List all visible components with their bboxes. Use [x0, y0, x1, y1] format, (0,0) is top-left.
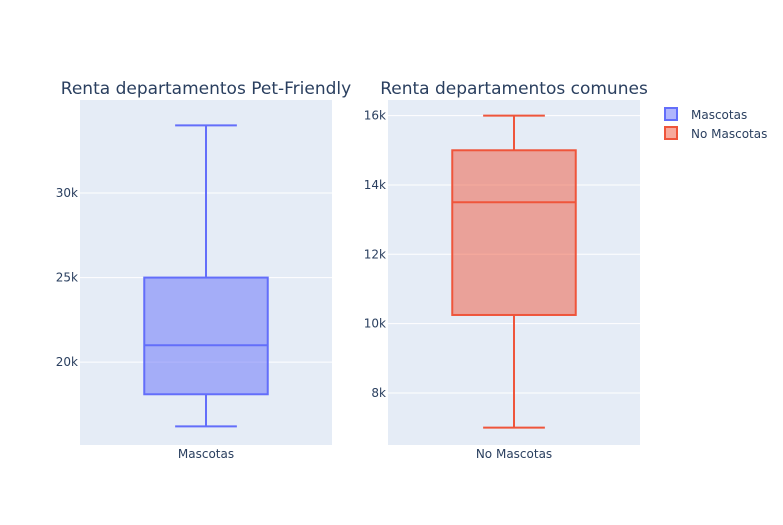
panel-pet-friendly: 20k 25k 30k Mascotas Renta departamentos P… — [56, 79, 351, 461]
y-tick-label: 12k — [364, 247, 386, 261]
y-tick-label: 10k — [364, 317, 386, 331]
x-tick-label-mascotas: Mascotas — [178, 447, 234, 461]
legend: Mascotas No Mascotas — [664, 107, 767, 141]
y-axis-2: 8k 10k 12k 14k 16k — [364, 109, 386, 400]
legend-swatch-no-mascotas — [664, 126, 678, 140]
y-axis-1: 20k 25k 30k — [56, 186, 78, 369]
y-tick-label: 8k — [371, 386, 386, 400]
legend-item-no-mascotas[interactable]: No Mascotas — [664, 126, 767, 141]
y-tick-label: 14k — [364, 178, 386, 192]
y-tick-label: 20k — [56, 355, 78, 369]
x-tick-label-no-mascotas: No Mascotas — [476, 447, 552, 461]
legend-label-no-mascotas: No Mascotas — [691, 127, 767, 141]
panel-title-comunes: Renta departamentos comunes — [380, 79, 648, 99]
box-iqr — [451, 149, 577, 316]
legend-swatch-mascotas — [664, 107, 678, 121]
box-group-mascotas[interactable] — [143, 124, 269, 428]
legend-item-mascotas[interactable]: Mascotas — [664, 107, 747, 122]
y-tick-label: 25k — [56, 271, 78, 285]
box-iqr — [143, 276, 269, 396]
legend-label-mascotas: Mascotas — [691, 108, 747, 122]
y-tick-label: 30k — [56, 186, 78, 200]
y-tick-label: 16k — [364, 109, 386, 123]
panel-title-pet-friendly: Renta departamentos Pet-Friendly — [61, 79, 351, 99]
box-group-no-mascotas[interactable] — [451, 114, 577, 429]
panel-comunes: 8k 10k 12k 14k 16k No Mascotas Renta departa… — [364, 79, 648, 461]
